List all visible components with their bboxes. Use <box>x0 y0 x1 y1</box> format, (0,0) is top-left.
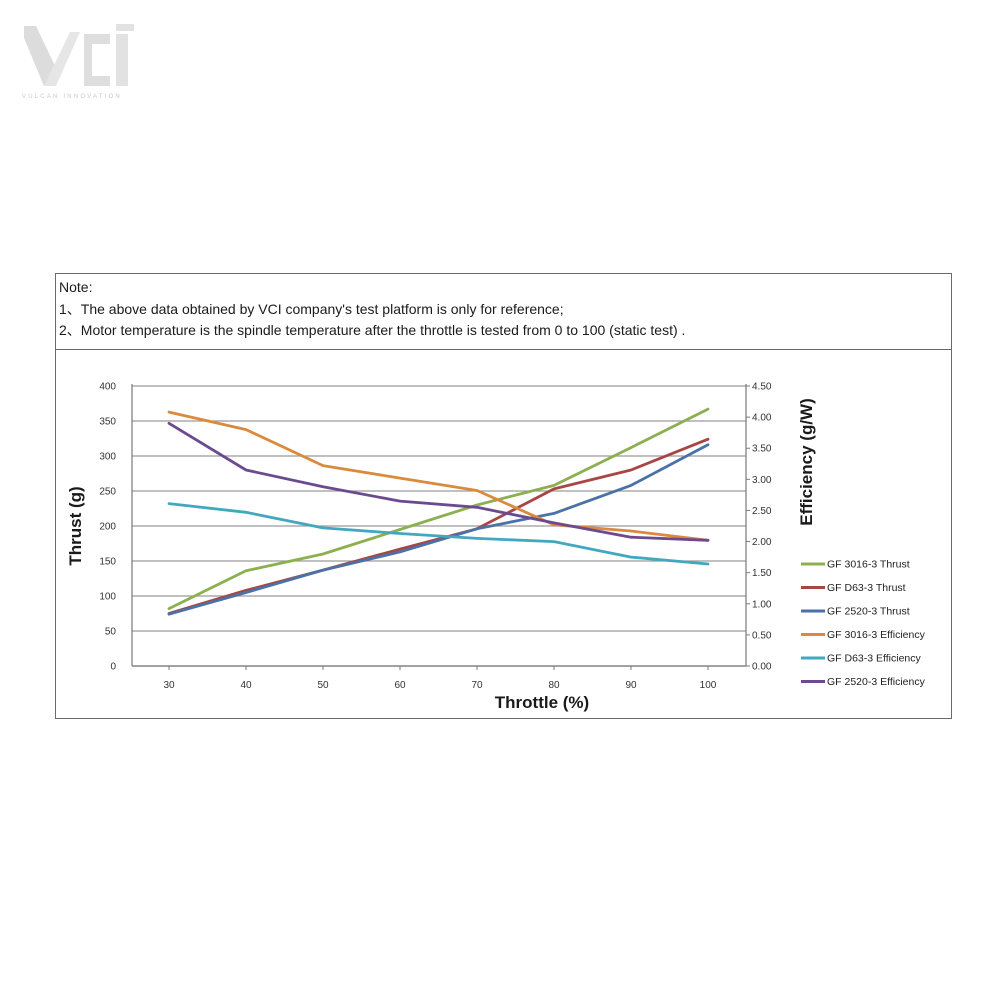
y2-tick-label: 1.00 <box>752 599 772 610</box>
series-line-3 <box>167 443 710 616</box>
y-tick-label: 400 <box>99 382 116 393</box>
x-tick-label: 70 <box>471 680 483 691</box>
note-line-2: 2、Motor temperature is the spindle tempe… <box>59 322 686 338</box>
brand-tagline: VULCAN INNOVATION <box>22 94 122 100</box>
series-line-6 <box>167 421 710 542</box>
legend-label: GF 2520-3 Thrust <box>827 606 910 618</box>
y-tick-label: 300 <box>99 452 116 463</box>
y-tick-label: 250 <box>99 487 116 498</box>
x-tick-label: 80 <box>548 680 560 691</box>
x-tick-label: 30 <box>163 680 175 691</box>
chart-panel: Note: 1、The above data obtained by VCI c… <box>55 273 952 719</box>
y-tick-label: 100 <box>99 592 116 603</box>
series-line-4 <box>167 410 710 542</box>
line-chart: 0 50 100 150 200 250 300 350 400 0.00 0.50 1.00 1.50… <box>66 382 926 713</box>
y2-tick-label: 0.00 <box>752 662 772 673</box>
legend-label: GF D63-3 Thrust <box>827 582 906 594</box>
y-tick-label: 150 <box>99 557 116 568</box>
y2-tick-label: 4.50 <box>752 382 772 393</box>
legend-label: GF D63-3 Efficiency <box>827 653 922 665</box>
legend-label: GF 3016-3 Thrust <box>827 559 910 571</box>
series-line-5 <box>167 502 710 566</box>
series-line-1 <box>167 407 710 611</box>
note-line-1: 1、The above data obtained by VCI company… <box>59 300 564 317</box>
y-axis-title: Thrust (g) <box>66 486 85 565</box>
y2-tick-label: 3.00 <box>752 475 772 486</box>
y2-tick-label: 3.50 <box>752 444 772 455</box>
y-tick-label: 50 <box>105 627 117 638</box>
y2-axis-title: Efficiency (g/W) <box>797 398 816 526</box>
y-tick-label: 350 <box>99 417 116 428</box>
y2-tick-label: 2.00 <box>752 537 772 548</box>
y2-tick-label: 0.50 <box>752 630 772 641</box>
x-tick-label: 40 <box>240 680 252 691</box>
x-tick-label: 90 <box>625 680 637 691</box>
y2-tick-label: 2.50 <box>752 506 772 517</box>
y2-tick-label: 4.00 <box>752 413 772 424</box>
legend-label: GF 3016-3 Efficiency <box>827 629 926 641</box>
note-heading: Note: <box>59 279 93 295</box>
legend-label: GF 2520-3 Efficiency <box>827 676 926 688</box>
y2-tick-label: 1.50 <box>752 568 772 579</box>
y-tick-label: 0 <box>110 662 116 673</box>
x-axis-title: Throttle (%) <box>495 693 589 712</box>
x-tick-label: 100 <box>700 680 717 691</box>
vci-logo-mark <box>24 24 134 86</box>
y-tick-label: 200 <box>99 522 116 533</box>
x-tick-label: 50 <box>317 680 329 691</box>
note-box: Note: 1、The above data obtained by VCI c… <box>56 274 951 350</box>
x-tick-label: 60 <box>394 680 406 691</box>
brand-logo: VULCAN INNOVATION <box>22 24 136 104</box>
